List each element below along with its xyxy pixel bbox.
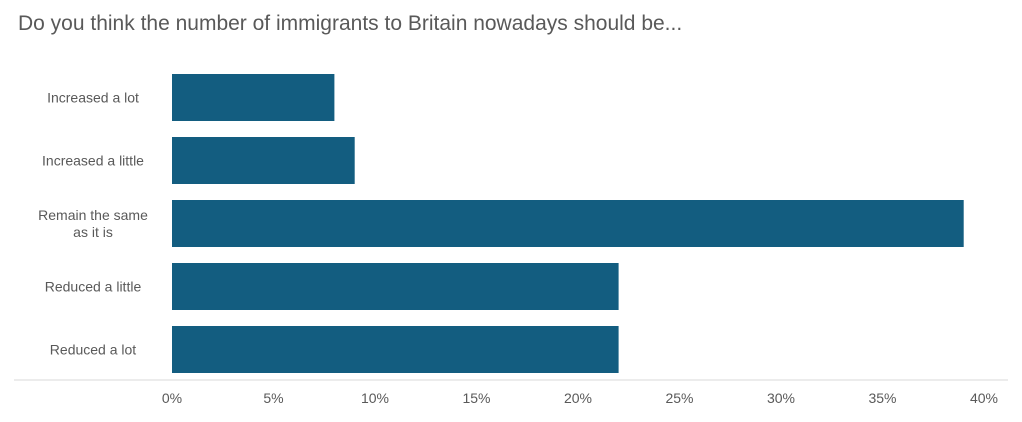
x-tick-label: 5% [263, 390, 283, 406]
bar [172, 326, 619, 373]
bar [172, 74, 335, 121]
x-tick-label: 15% [462, 390, 490, 406]
category-label: Reduced a little [45, 279, 142, 295]
category-label: Reduced a lot [50, 342, 137, 358]
x-tick-label: 30% [767, 390, 795, 406]
x-tick-label: 10% [361, 390, 389, 406]
category-label-line: Reduced a little [45, 279, 142, 295]
x-tick-label: 35% [868, 390, 896, 406]
x-tick-label: 25% [665, 390, 693, 406]
category-label: Increased a lot [47, 90, 139, 106]
category-label-line: Increased a little [42, 153, 144, 169]
x-tick-label: 0% [162, 390, 182, 406]
category-label-line: Reduced a lot [50, 342, 137, 358]
category-label-line: as it is [73, 224, 113, 240]
x-tick-label: 20% [564, 390, 592, 406]
bar [172, 137, 355, 184]
bar [172, 200, 964, 247]
category-label-line: Remain the same [38, 207, 148, 223]
bar [172, 263, 619, 310]
category-label: Remain the same as it is [38, 207, 148, 240]
category-label: Increased a little [42, 153, 144, 169]
chart-title: Do you think the number of immigrants to… [18, 12, 683, 35]
category-label-line: Increased a lot [47, 90, 139, 106]
x-tick-label: 40% [970, 390, 998, 406]
